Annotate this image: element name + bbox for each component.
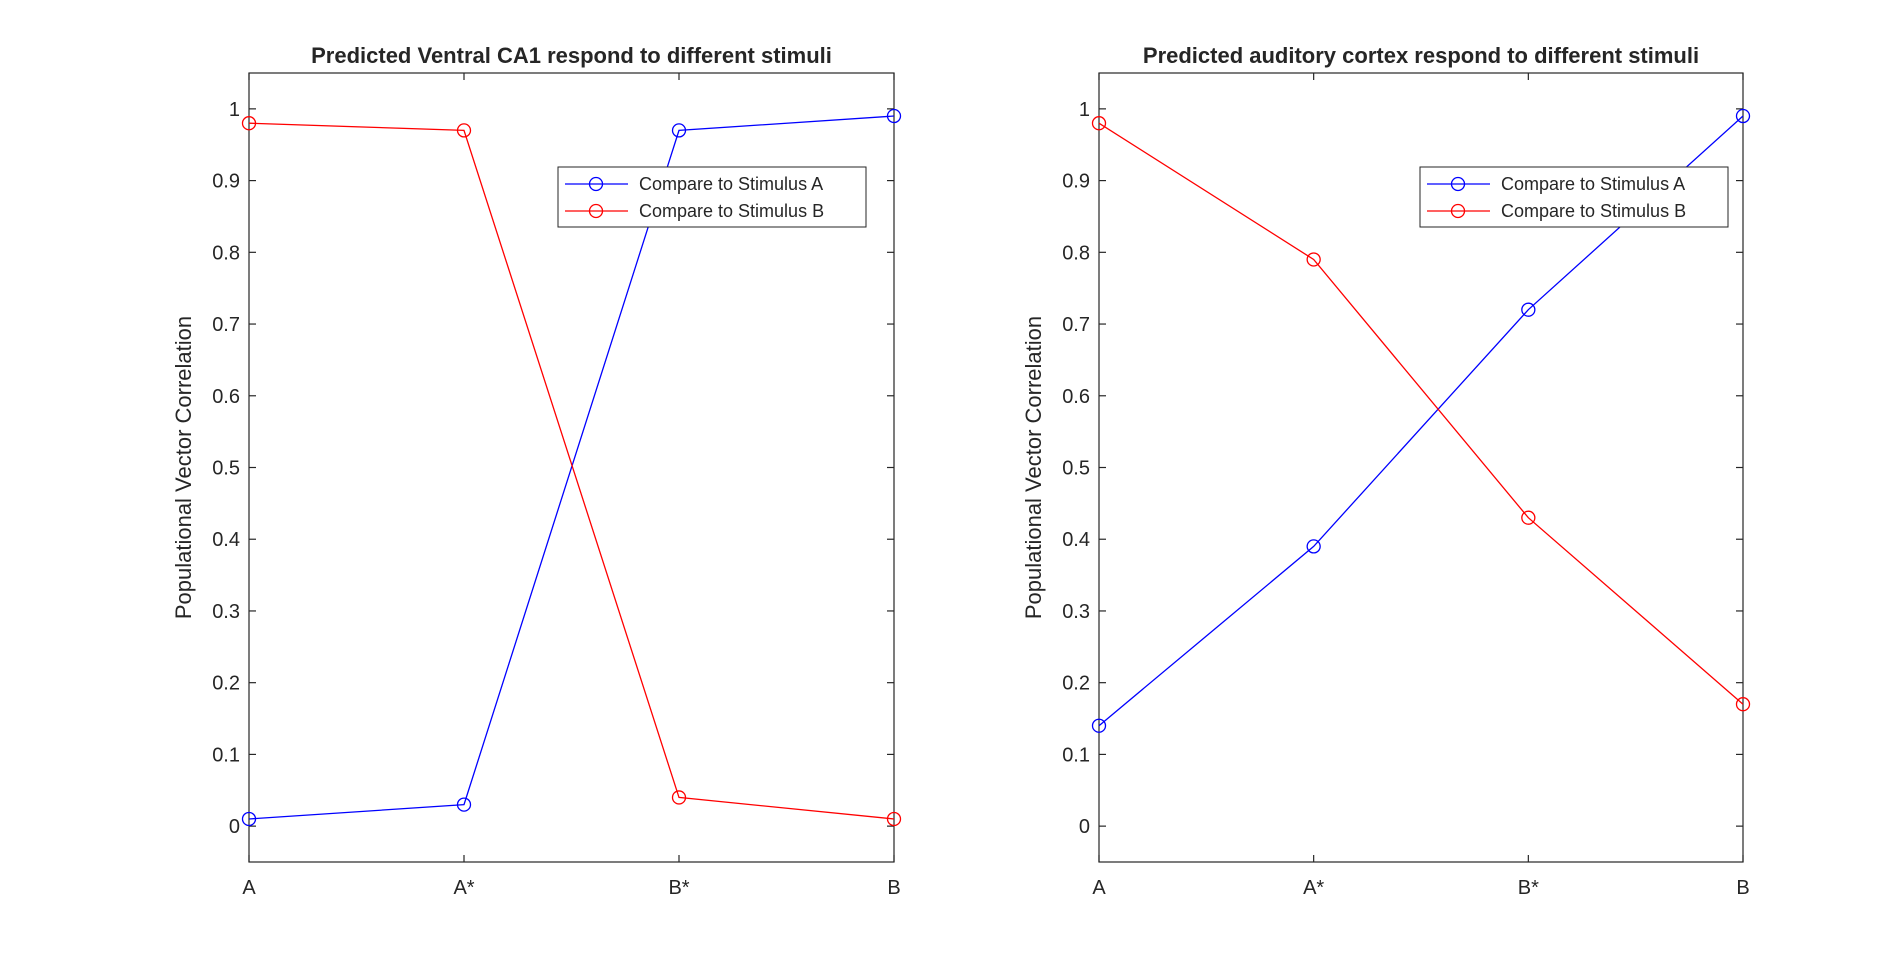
legend: Compare to Stimulus A Compare to Stimulus… [557,166,867,228]
y-tick-label: 0.8 [212,242,240,264]
series-stimulus-b [241,116,902,827]
y-tick-label: 1 [229,99,240,121]
y-tick-label: 0.6 [212,386,240,408]
data-point [241,116,257,131]
y-tick-label: 0.9 [1062,171,1090,193]
y-tick-label: 0.6 [1062,386,1090,408]
x-tick-label: B [1736,877,1749,899]
data-point [1091,718,1107,733]
legend-entry-label: Compare to Stimulus B [1501,201,1686,221]
y-tick-label: 0.1 [1062,744,1090,766]
series-line [248,115,895,820]
x-tick-label: A* [453,877,474,899]
y-tick-label: 0.8 [1062,242,1090,264]
data-point [671,123,687,138]
y-tick-label: 0.5 [212,458,240,480]
legend-marker-swatch [1450,203,1466,219]
y-tick-label: 0.7 [212,314,240,336]
data-point [1735,108,1751,124]
legend-marker-swatch [1450,176,1466,192]
legend: Compare to Stimulus A Compare to Stimulus… [1419,166,1729,228]
y-tick-label: 0.2 [1062,673,1090,695]
y-tick-label: 0.4 [1062,529,1090,551]
data-point [1735,697,1751,712]
data-point [456,797,472,812]
y-tick-label: 0.3 [1062,601,1090,623]
x-tick-label: A [242,877,256,899]
x-tick-label: A* [1303,877,1324,899]
y-tick-label: 0.7 [1062,314,1090,336]
y-tick-label: 0.3 [212,601,240,623]
data-point [671,790,687,805]
x-tick-label: B [887,877,900,899]
series-stimulus-a [241,108,902,827]
chart-auditory-cortex: 0 0.1 0.2 0.3 0.4 0.5 0.6 0.7 0.8 0.9 1 A A* B* B Predi… [1021,43,1751,899]
data-point [456,123,472,138]
series-line [248,122,895,820]
data-point [1521,510,1536,525]
data-point [1306,252,1321,267]
legend-entry-label: Compare to Stimulus B [639,201,824,221]
x-tick-label: A [1092,877,1106,899]
legend-box [1419,166,1729,228]
series-line [1098,122,1744,705]
y-tick-label: 0.1 [212,744,240,766]
data-point [886,811,902,827]
series-stimulus-b [1091,116,1751,712]
y-tick-label: 1 [1079,99,1090,121]
x-tick-label: B* [668,877,689,899]
data-point [241,811,257,827]
data-point [1091,116,1107,131]
y-tick-label: 0 [229,816,240,838]
chart-ventral-ca1: 0 0.1 0.2 0.3 0.4 0.5 0.6 0.7 0.8 0.9 1 A A* B* B Predi… [171,43,902,899]
y-axis-label: Populational Vector Correlation [171,316,196,619]
x-tick-label: B* [1518,877,1539,899]
data-point [1306,539,1321,554]
legend-marker-swatch [588,176,604,192]
legend-entry-label: Compare to Stimulus A [639,174,823,194]
chart-title: Predicted auditory cortex respond to dif… [1143,43,1699,68]
y-tick-label: 0.2 [212,673,240,695]
y-axis-label: Populational Vector Correlation [1021,316,1046,619]
y-tick-label: 0 [1079,816,1090,838]
y-tick-label: 0.9 [212,171,240,193]
chart-title: Predicted Ventral CA1 respond to differe… [311,43,832,68]
y-tick-label: 0.5 [1062,458,1090,480]
data-point [886,108,902,124]
legend-box [557,166,867,228]
data-point [1521,302,1536,317]
legend-entry-label: Compare to Stimulus A [1501,174,1685,194]
y-tick-label: 0.4 [212,529,240,551]
legend-marker-swatch [588,203,604,219]
